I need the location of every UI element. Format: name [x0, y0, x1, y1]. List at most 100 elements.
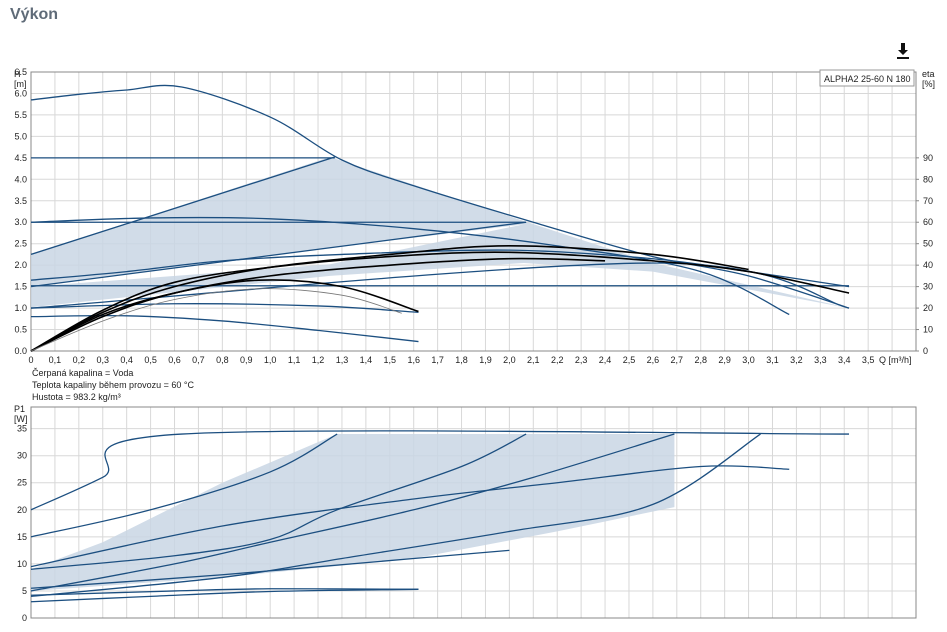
x-tick-label: 3,4: [838, 355, 851, 365]
product-legend-box: ALPHA2 25-60 N 180: [819, 69, 915, 87]
y2-tick-label: 60: [923, 217, 933, 227]
y-tick-label: 6.5: [14, 67, 27, 77]
efficiency-curve: [30, 279, 419, 352]
x-tick-label: 1,3: [336, 355, 349, 365]
y2-tick-label: 30: [923, 282, 933, 292]
pump-curve: [30, 156, 335, 256]
product-legend-label: ALPHA2 25-60 N 180: [824, 74, 911, 84]
x-tick-label: 0,2: [73, 355, 86, 365]
y-tick-label: 5: [22, 586, 27, 596]
pump-curve: [30, 303, 419, 314]
pump-curve: [30, 221, 527, 288]
x-tick-label: 2,2: [551, 355, 564, 365]
y-tick-label: 2.0: [14, 260, 27, 270]
pump-curve: [30, 588, 419, 596]
temperature-info: Teplota kapaliny během provozu = 60 °C: [32, 380, 194, 390]
x-tick-label: 1,6: [407, 355, 420, 365]
fluid-info: Čerpaná kapalina = Voda: [32, 368, 133, 378]
x-tick-label: 0: [28, 355, 33, 365]
x-tick-label: 1,7: [431, 355, 444, 365]
y-axis-label: H: [14, 69, 21, 79]
y-tick-label: 35: [17, 424, 27, 434]
pump-curve: [30, 549, 510, 589]
download-icon[interactable]: [895, 42, 911, 60]
pump-curve: [30, 465, 790, 568]
density-info: Hustota = 983.2 kg/m³: [32, 392, 121, 402]
x-tick-label: 3,1: [766, 355, 779, 365]
y-tick-label: 3.0: [14, 217, 27, 227]
pump-curve: [30, 588, 419, 603]
y-tick-label: 3.5: [14, 196, 27, 206]
plot-frame: [30, 406, 917, 619]
x-tick-label: 2,6: [647, 355, 660, 365]
y-tick-label: 30: [17, 451, 27, 461]
x-tick-label: 2,3: [575, 355, 588, 365]
x-tick-label: 1,8: [455, 355, 468, 365]
x-tick-label: 2,8: [694, 355, 707, 365]
y-tick-label: 1.5: [14, 282, 27, 292]
efficiency-curve-thin: [30, 288, 402, 352]
efficiency-curve: [30, 251, 850, 352]
y-tick-label: 0.0: [14, 346, 27, 356]
x-tick-label: 2,5: [623, 355, 636, 365]
power-chart-panel: 0 5 10 15 20 25 30 35 P1[W]: [14, 404, 917, 623]
operating-area: [31, 434, 675, 591]
x-tick-label: 0,9: [240, 355, 253, 365]
y2-tick-label: 10: [923, 325, 933, 335]
y-tick-label: 15: [17, 532, 27, 542]
y-tick-label: 6.0: [14, 88, 27, 98]
pump-curve: [30, 433, 338, 538]
y-tick-label: 2.5: [14, 239, 27, 249]
x-tick-label: 2,9: [718, 355, 731, 365]
operating-area: [31, 156, 850, 309]
y-tick-label: 5.0: [14, 131, 27, 141]
x-axis-label: Q [m³/h]: [879, 355, 912, 365]
x-tick-label: 3,3: [814, 355, 827, 365]
y2-tick-label: 0: [923, 346, 928, 356]
y-tick-label: 4.0: [14, 174, 27, 184]
x-tick-label: 1,4: [360, 355, 373, 365]
efficiency-curve: [30, 257, 606, 352]
y2-tick-label: 70: [923, 196, 933, 206]
x-tick-label: 1,1: [288, 355, 301, 365]
y-tick-label: 20: [17, 505, 27, 515]
y2-tick-label: 40: [923, 260, 933, 270]
x-tick-label: 2,7: [671, 355, 684, 365]
x-tick-label: 0,6: [168, 355, 181, 365]
y-tick-label: 0: [22, 613, 27, 623]
x-tick-label: 1,2: [312, 355, 325, 365]
y-tick-label: 10: [17, 559, 27, 569]
x-tick-label: 0,3: [96, 355, 109, 365]
x-tick-label: 0,1: [49, 355, 62, 365]
x-tick-label: 3,0: [742, 355, 755, 365]
page-title: Výkon: [10, 6, 59, 23]
pump-curve: [30, 433, 527, 570]
x-tick-label: 3,2: [790, 355, 803, 365]
y-axis-label: P1: [14, 404, 25, 414]
pump-curve: [30, 433, 761, 598]
pump-curve: [30, 433, 675, 592]
y2-axis-label: eta: [922, 69, 935, 79]
head-chart-panel: 0.0 0.5 1.0 1.5 2.0 2.5 3.0 3.5 4.0 4.5 5.0 5.5 6.0 6…: [14, 67, 935, 365]
x-tick-label: 3,5: [862, 355, 875, 365]
y-tick-label: 25: [17, 478, 27, 488]
x-tick-label: 1,9: [479, 355, 492, 365]
y2-axis-label: [%]: [922, 79, 935, 89]
x-tick-label: 2,4: [599, 355, 612, 365]
y-tick-label: 0.5: [14, 325, 27, 335]
y2-tick-label: 50: [923, 239, 933, 249]
x-tick-label: 0,4: [120, 355, 133, 365]
y-axis-label: [m]: [14, 79, 27, 89]
efficiency-curve: [30, 245, 749, 352]
x-tick-label: 2,1: [527, 355, 540, 365]
x-tick-label: 0,8: [216, 355, 229, 365]
y2-tick-label: 20: [923, 303, 933, 313]
y2-tick-label: 80: [923, 174, 933, 184]
y-tick-label: 5.5: [14, 110, 27, 120]
x-tick-label: 1,5: [384, 355, 397, 365]
x-tick-label: 1,0: [264, 355, 277, 365]
y-tick-label: 1.0: [14, 303, 27, 313]
x-tick-label: 0,7: [192, 355, 205, 365]
x-tick-label: 2,0: [503, 355, 516, 365]
